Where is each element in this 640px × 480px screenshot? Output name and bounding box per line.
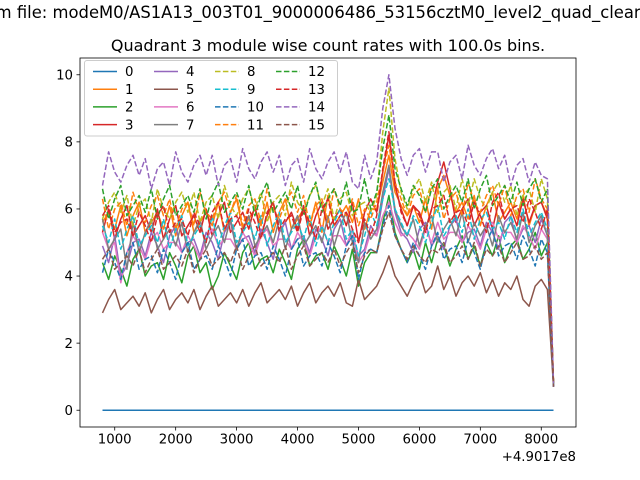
figure-suptitle: m file: modeM0/AS1A13_003T01_9000006486_… — [0, 3, 640, 22]
legend-label-6: 6 — [186, 101, 194, 116]
y-axis: 0 2 4 6 8 10 — [56, 68, 80, 419]
series-line-14 — [101, 74, 555, 384]
legend-label-8: 8 — [247, 65, 255, 80]
series-line-12 — [101, 114, 555, 384]
legend-label-2: 2 — [125, 101, 133, 116]
x-tick-label: 4000 — [281, 433, 315, 448]
x-tick-label: 6000 — [402, 433, 436, 448]
x-axis-offset-text: +4.9017e8 — [501, 450, 576, 465]
x-tick-label: 3000 — [220, 433, 254, 448]
y-tick-label: 2 — [65, 337, 73, 352]
series-line-7 — [101, 164, 555, 384]
series-line-15 — [101, 211, 555, 387]
suptitle-container: m file: modeM0/AS1A13_003T01_9000006486_… — [0, 0, 640, 30]
x-tick-label: 5000 — [342, 433, 376, 448]
y-tick-label: 4 — [65, 270, 73, 285]
legend-label-3: 3 — [125, 118, 133, 133]
plot-series — [101, 74, 555, 411]
legend-label-1: 1 — [125, 83, 133, 98]
x-axis: 1000 2000 3000 4000 5000 6000 7000 8000 — [98, 427, 558, 448]
series-line-13 — [101, 131, 555, 384]
series-line-11 — [101, 144, 555, 384]
x-tick-label: 2000 — [159, 433, 193, 448]
legend-label-15: 15 — [308, 118, 325, 133]
y-tick-label: 10 — [56, 68, 73, 83]
legend-box — [84, 60, 338, 137]
legend-label-4: 4 — [186, 65, 194, 80]
x-tick-label: 7000 — [463, 433, 497, 448]
legend-label-9: 9 — [247, 83, 255, 98]
y-tick-label: 0 — [65, 404, 73, 419]
legend-label-0: 0 — [125, 65, 133, 80]
axes-title: Quadrant 3 module wise count rates with … — [110, 36, 546, 55]
y-tick-label: 6 — [65, 203, 73, 218]
legend-label-10: 10 — [247, 101, 264, 116]
series-line-5 — [101, 255, 555, 387]
series-line-8 — [101, 87, 555, 384]
legend-label-13: 13 — [308, 83, 325, 98]
series-line-3 — [101, 134, 555, 384]
x-tick-label: 1000 — [98, 433, 132, 448]
legend-label-12: 12 — [308, 65, 325, 80]
series-line-10 — [101, 204, 555, 387]
legend-label-5: 5 — [186, 83, 194, 98]
legend-label-14: 14 — [308, 101, 325, 116]
series-line-4 — [101, 167, 555, 387]
axes-frame — [79, 57, 577, 428]
y-tick-label: 8 — [65, 136, 73, 151]
legend-label-7: 7 — [186, 118, 194, 133]
legend-label-11: 11 — [247, 118, 264, 133]
x-tick-label: 8000 — [524, 433, 558, 448]
